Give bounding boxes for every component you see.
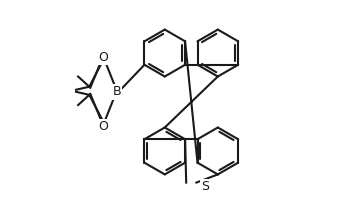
Text: O: O [99,51,108,64]
Text: O: O [99,120,108,133]
Text: B: B [113,85,121,98]
Text: S: S [202,180,209,193]
